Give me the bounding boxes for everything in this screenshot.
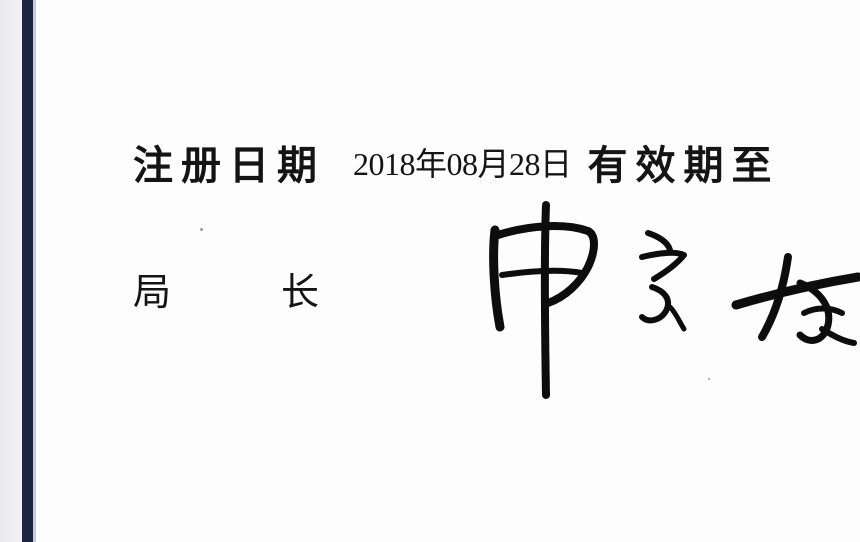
director-title-part1: 局 — [133, 269, 172, 314]
director-title-part2: 长 — [281, 269, 320, 314]
page-edge — [0, 0, 22, 542]
paper-speck — [200, 228, 203, 231]
registration-date-label: 注册日期 — [133, 143, 325, 189]
certificate-border — [22, 0, 33, 542]
paper-speck — [708, 378, 710, 380]
director-signature — [489, 201, 860, 399]
border-inner-edge — [33, 0, 36, 542]
validity-label: 有效期至 — [587, 143, 780, 189]
registration-date-value: 2018年08月28日 — [353, 146, 572, 182]
director-row: 局 长 — [133, 262, 319, 314]
registration-row: 注册日期 2018年08月28日 有效期至 — [133, 136, 780, 189]
